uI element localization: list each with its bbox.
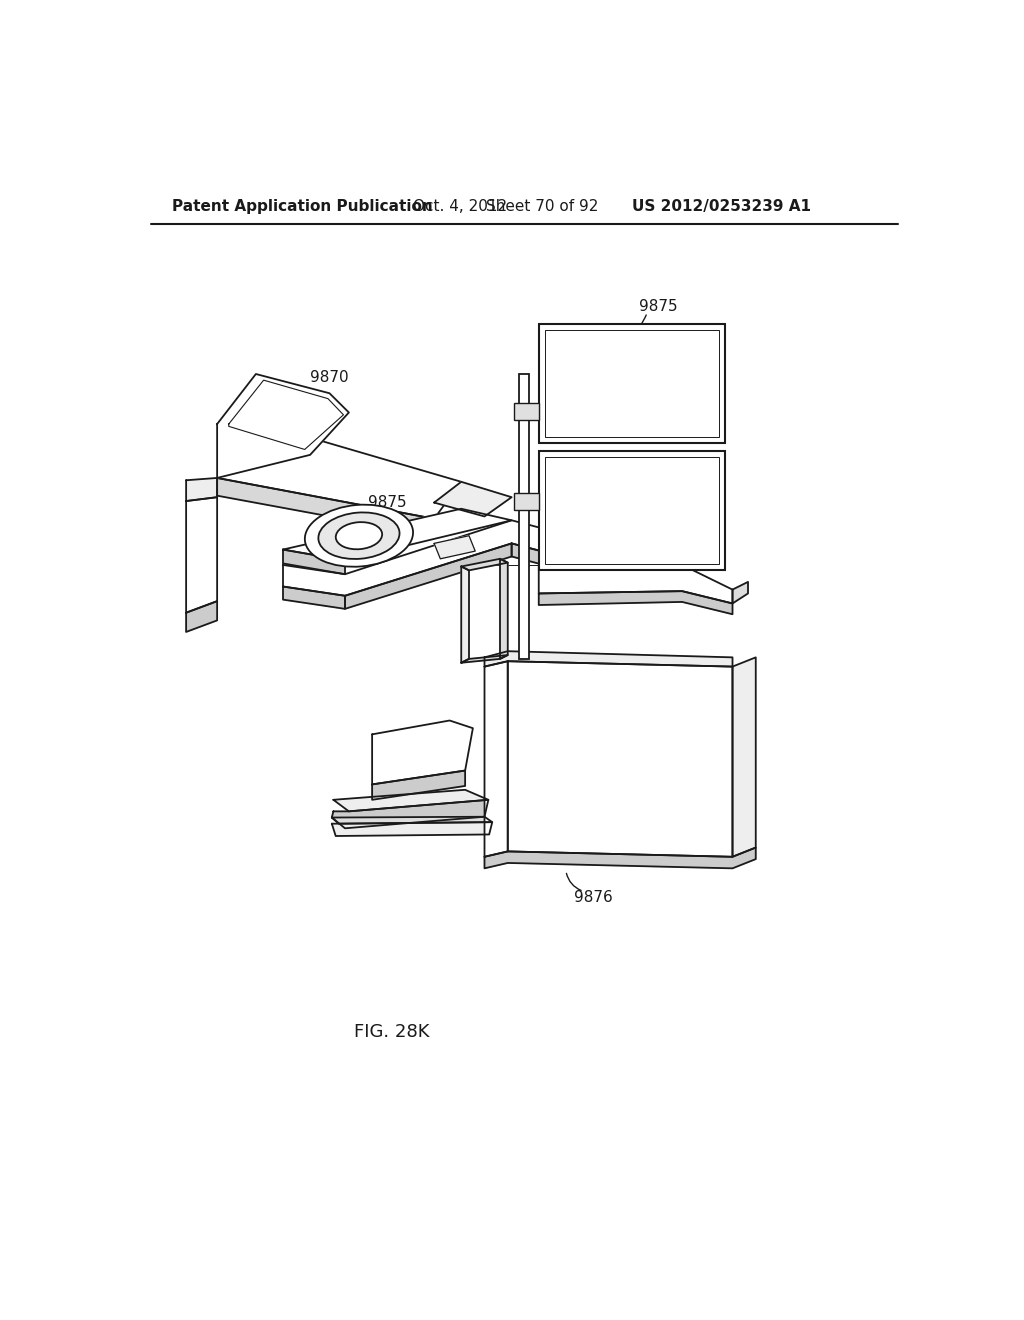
Bar — [519, 374, 529, 659]
Ellipse shape — [336, 523, 382, 549]
Text: 9876: 9876 — [573, 890, 612, 906]
Text: 9870: 9870 — [310, 371, 349, 385]
Ellipse shape — [305, 504, 413, 566]
Bar — [545, 457, 719, 564]
Ellipse shape — [318, 512, 399, 558]
Text: US 2012/0253239 A1: US 2012/0253239 A1 — [632, 199, 811, 214]
Polygon shape — [539, 591, 732, 614]
Polygon shape — [332, 817, 493, 824]
Polygon shape — [732, 582, 748, 603]
Polygon shape — [283, 508, 512, 560]
Polygon shape — [186, 478, 217, 502]
Polygon shape — [434, 536, 475, 558]
Text: 9874: 9874 — [551, 578, 589, 593]
Polygon shape — [345, 544, 512, 609]
Polygon shape — [283, 549, 345, 574]
Polygon shape — [372, 771, 465, 800]
Polygon shape — [461, 655, 508, 663]
Bar — [539, 451, 725, 570]
Polygon shape — [217, 478, 434, 536]
Polygon shape — [217, 374, 349, 478]
Text: Oct. 4, 2012: Oct. 4, 2012 — [414, 199, 507, 214]
Text: 9875: 9875 — [369, 495, 407, 510]
Polygon shape — [334, 789, 488, 812]
Polygon shape — [372, 721, 473, 784]
Polygon shape — [332, 800, 488, 829]
Text: Patent Application Publication: Patent Application Publication — [172, 199, 433, 214]
Polygon shape — [434, 482, 512, 516]
Polygon shape — [217, 424, 461, 519]
Polygon shape — [508, 661, 732, 857]
Polygon shape — [484, 651, 732, 667]
Polygon shape — [283, 520, 682, 595]
Bar — [539, 323, 725, 444]
Polygon shape — [186, 601, 217, 632]
Polygon shape — [461, 566, 469, 663]
Polygon shape — [732, 657, 756, 857]
Bar — [514, 404, 539, 420]
Text: 9875: 9875 — [640, 298, 678, 314]
Text: FIG. 28K: FIG. 28K — [353, 1023, 429, 1041]
Polygon shape — [500, 558, 508, 659]
Polygon shape — [484, 847, 756, 869]
Polygon shape — [186, 498, 217, 612]
Polygon shape — [512, 544, 682, 601]
Polygon shape — [283, 586, 345, 609]
Bar — [514, 494, 539, 511]
Text: Sheet 70 of 92: Sheet 70 of 92 — [486, 199, 598, 214]
Polygon shape — [461, 558, 508, 570]
Polygon shape — [332, 822, 493, 836]
Bar — [545, 330, 719, 437]
Polygon shape — [539, 565, 732, 603]
Polygon shape — [484, 661, 508, 857]
